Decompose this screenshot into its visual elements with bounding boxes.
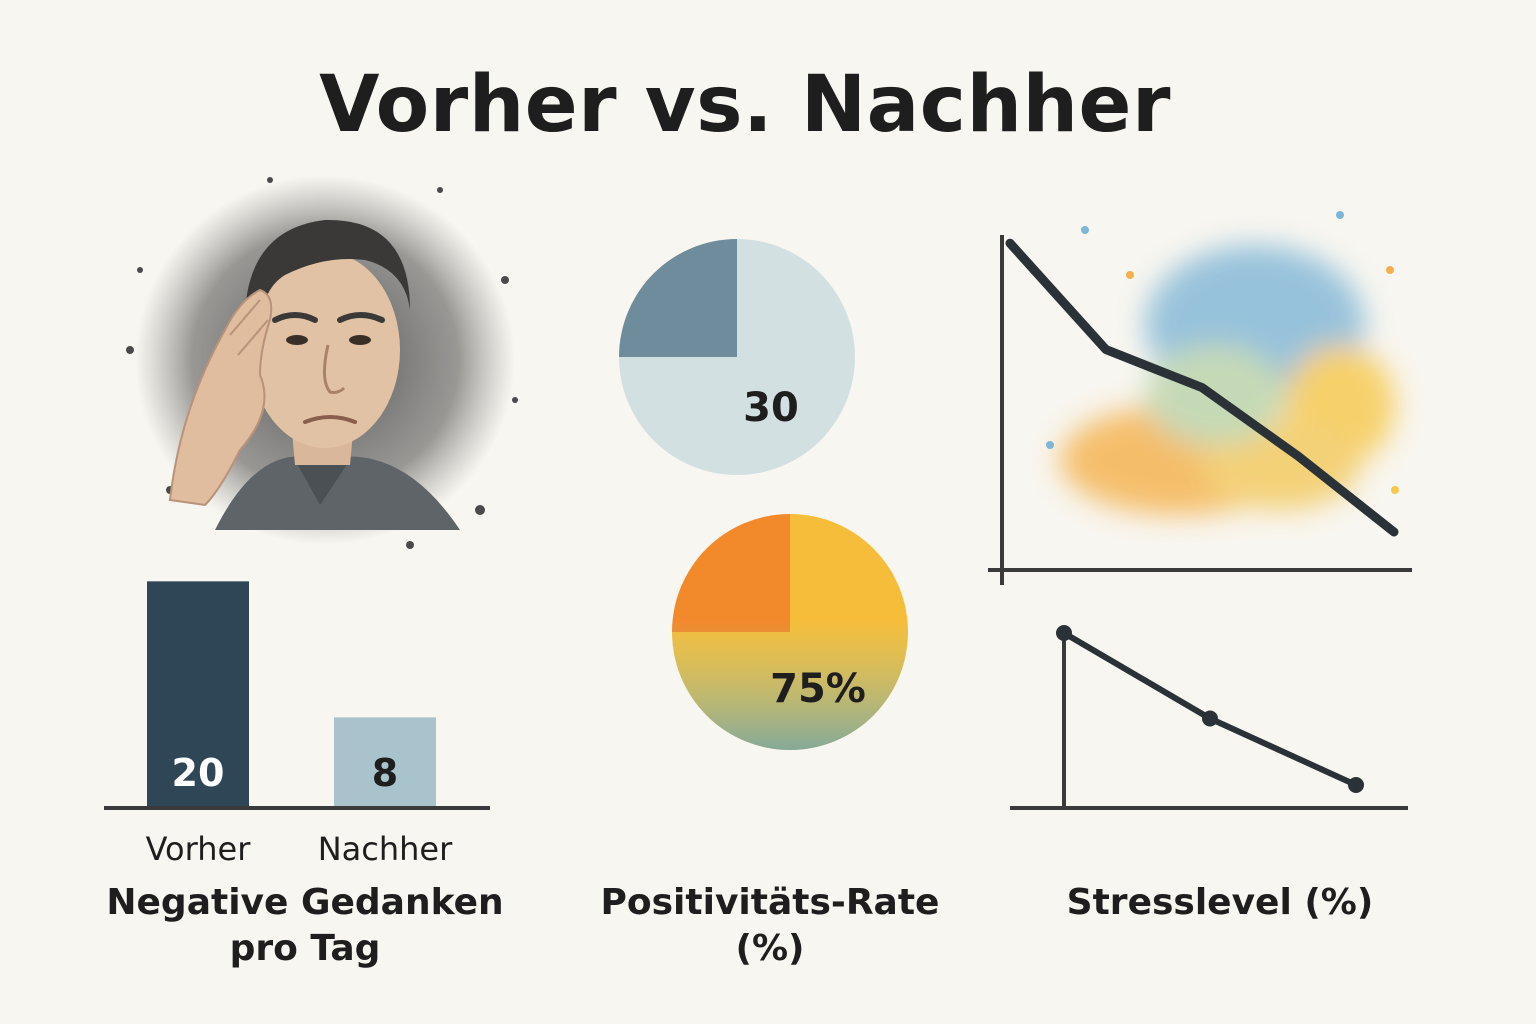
stress-chart-caption: Stresslevel (%) [1066, 882, 1374, 923]
ink-splatter-dots [126, 177, 518, 549]
shirt [215, 456, 460, 530]
bar-2 [334, 717, 436, 808]
bar-chart-caption: Negative Gedanken pro Tag [80, 880, 530, 972]
pie-before-data-label: 30 [743, 385, 799, 431]
bar-category-label-2: Nachher [318, 830, 453, 868]
bar-data-label-1: 20 [172, 751, 225, 795]
line-chart-stress-main [988, 211, 1412, 585]
watercolor-splatter [1046, 211, 1399, 494]
pie-before-slice-2 [619, 239, 855, 475]
stress-main-series-line [1005, 238, 1399, 537]
stress-secondary-point-2 [1202, 710, 1218, 727]
hair [244, 219, 410, 335]
hand [168, 288, 273, 507]
stressed-man-illustration [126, 175, 518, 549]
stress-secondary-series-line [1061, 630, 1359, 788]
pie-chart-after: 75% [672, 514, 908, 750]
bar-chart-negative-thoughts: 20 Vorher 8 Nachher [104, 581, 490, 868]
pie-after-data-label: 75% [770, 666, 866, 712]
pie-chart-caption-line2: (%) [735, 928, 805, 969]
bar-1 [147, 581, 249, 808]
bar-data-label-2: 8 [372, 751, 398, 795]
bar-chart-caption-line1: Negative Gedanken [106, 882, 504, 923]
stress-secondary-point-3 [1348, 777, 1364, 793]
page-title: Vorher vs. Nachher [319, 60, 1171, 150]
pie-before-slice-1 [619, 239, 737, 357]
watercolor-wash [1060, 245, 1395, 515]
line-chart-stress-secondary [1010, 625, 1408, 810]
pie-chart-caption-line1: Positivitäts-Rate [600, 882, 940, 923]
stress-secondary-point-1 [1056, 625, 1072, 641]
bar-category-label-1: Vorher [146, 830, 252, 868]
pie-after-tint [672, 514, 908, 750]
pie-chart-before: 30 [619, 239, 855, 475]
pie-chart-caption: Positivitäts-Rate (%) [585, 880, 955, 972]
bar-chart-caption-line2: pro Tag [229, 928, 381, 969]
face [250, 252, 400, 448]
